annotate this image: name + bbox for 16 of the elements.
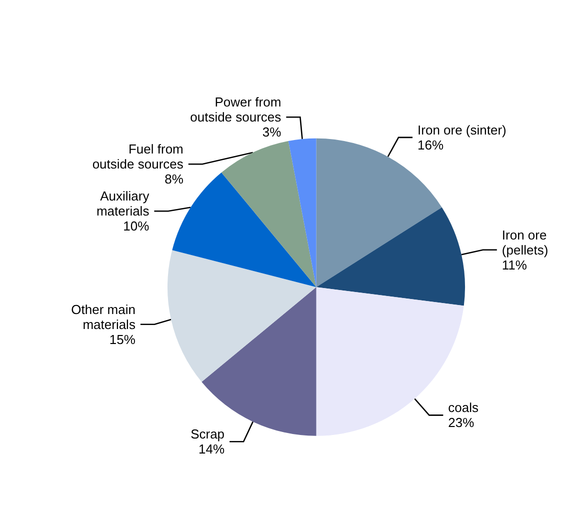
data-label: 3% (262, 124, 282, 140)
slice-label: Iron ore (pellets) (502, 227, 548, 258)
data-label: 10% (123, 218, 150, 234)
data-label: 15% (109, 332, 136, 347)
slice-label: Scrap (190, 426, 225, 442)
slice-label: Fuel from outside sources (92, 142, 184, 172)
data-label: 11% (502, 257, 528, 272)
data-label: 8% (164, 172, 184, 187)
slice-label: Other main materials (71, 302, 136, 332)
data-label: 14% (198, 442, 225, 457)
slice-label: Iron ore (sinter) (418, 122, 506, 138)
slice-label: Power from outside sources (190, 94, 282, 125)
slice-label: Auxiliary materials (96, 188, 150, 219)
data-label: 23% (448, 415, 475, 430)
data-label: 16% (418, 137, 444, 152)
slice-label: coals (448, 400, 480, 416)
